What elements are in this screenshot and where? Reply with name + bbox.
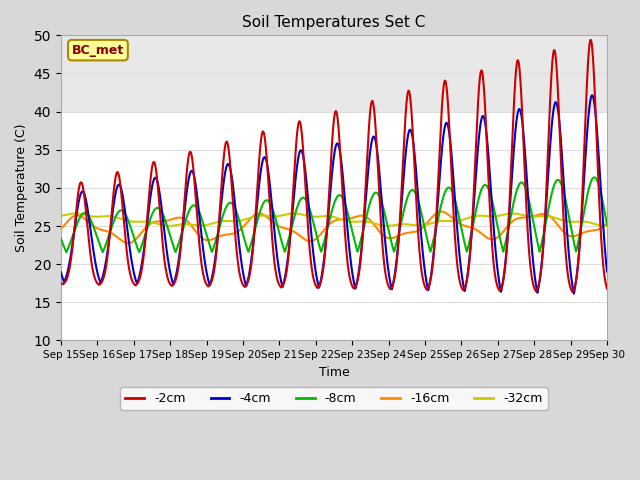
Title: Soil Temperatures Set C: Soil Temperatures Set C	[243, 15, 426, 30]
Y-axis label: Soil Temperature (C): Soil Temperature (C)	[15, 124, 28, 252]
Text: BC_met: BC_met	[72, 44, 124, 57]
Bar	[61, 36, 607, 112]
Legend: -2cm, -4cm, -8cm, -16cm, -32cm: -2cm, -4cm, -8cm, -16cm, -32cm	[120, 387, 547, 410]
X-axis label: Time: Time	[319, 366, 349, 379]
